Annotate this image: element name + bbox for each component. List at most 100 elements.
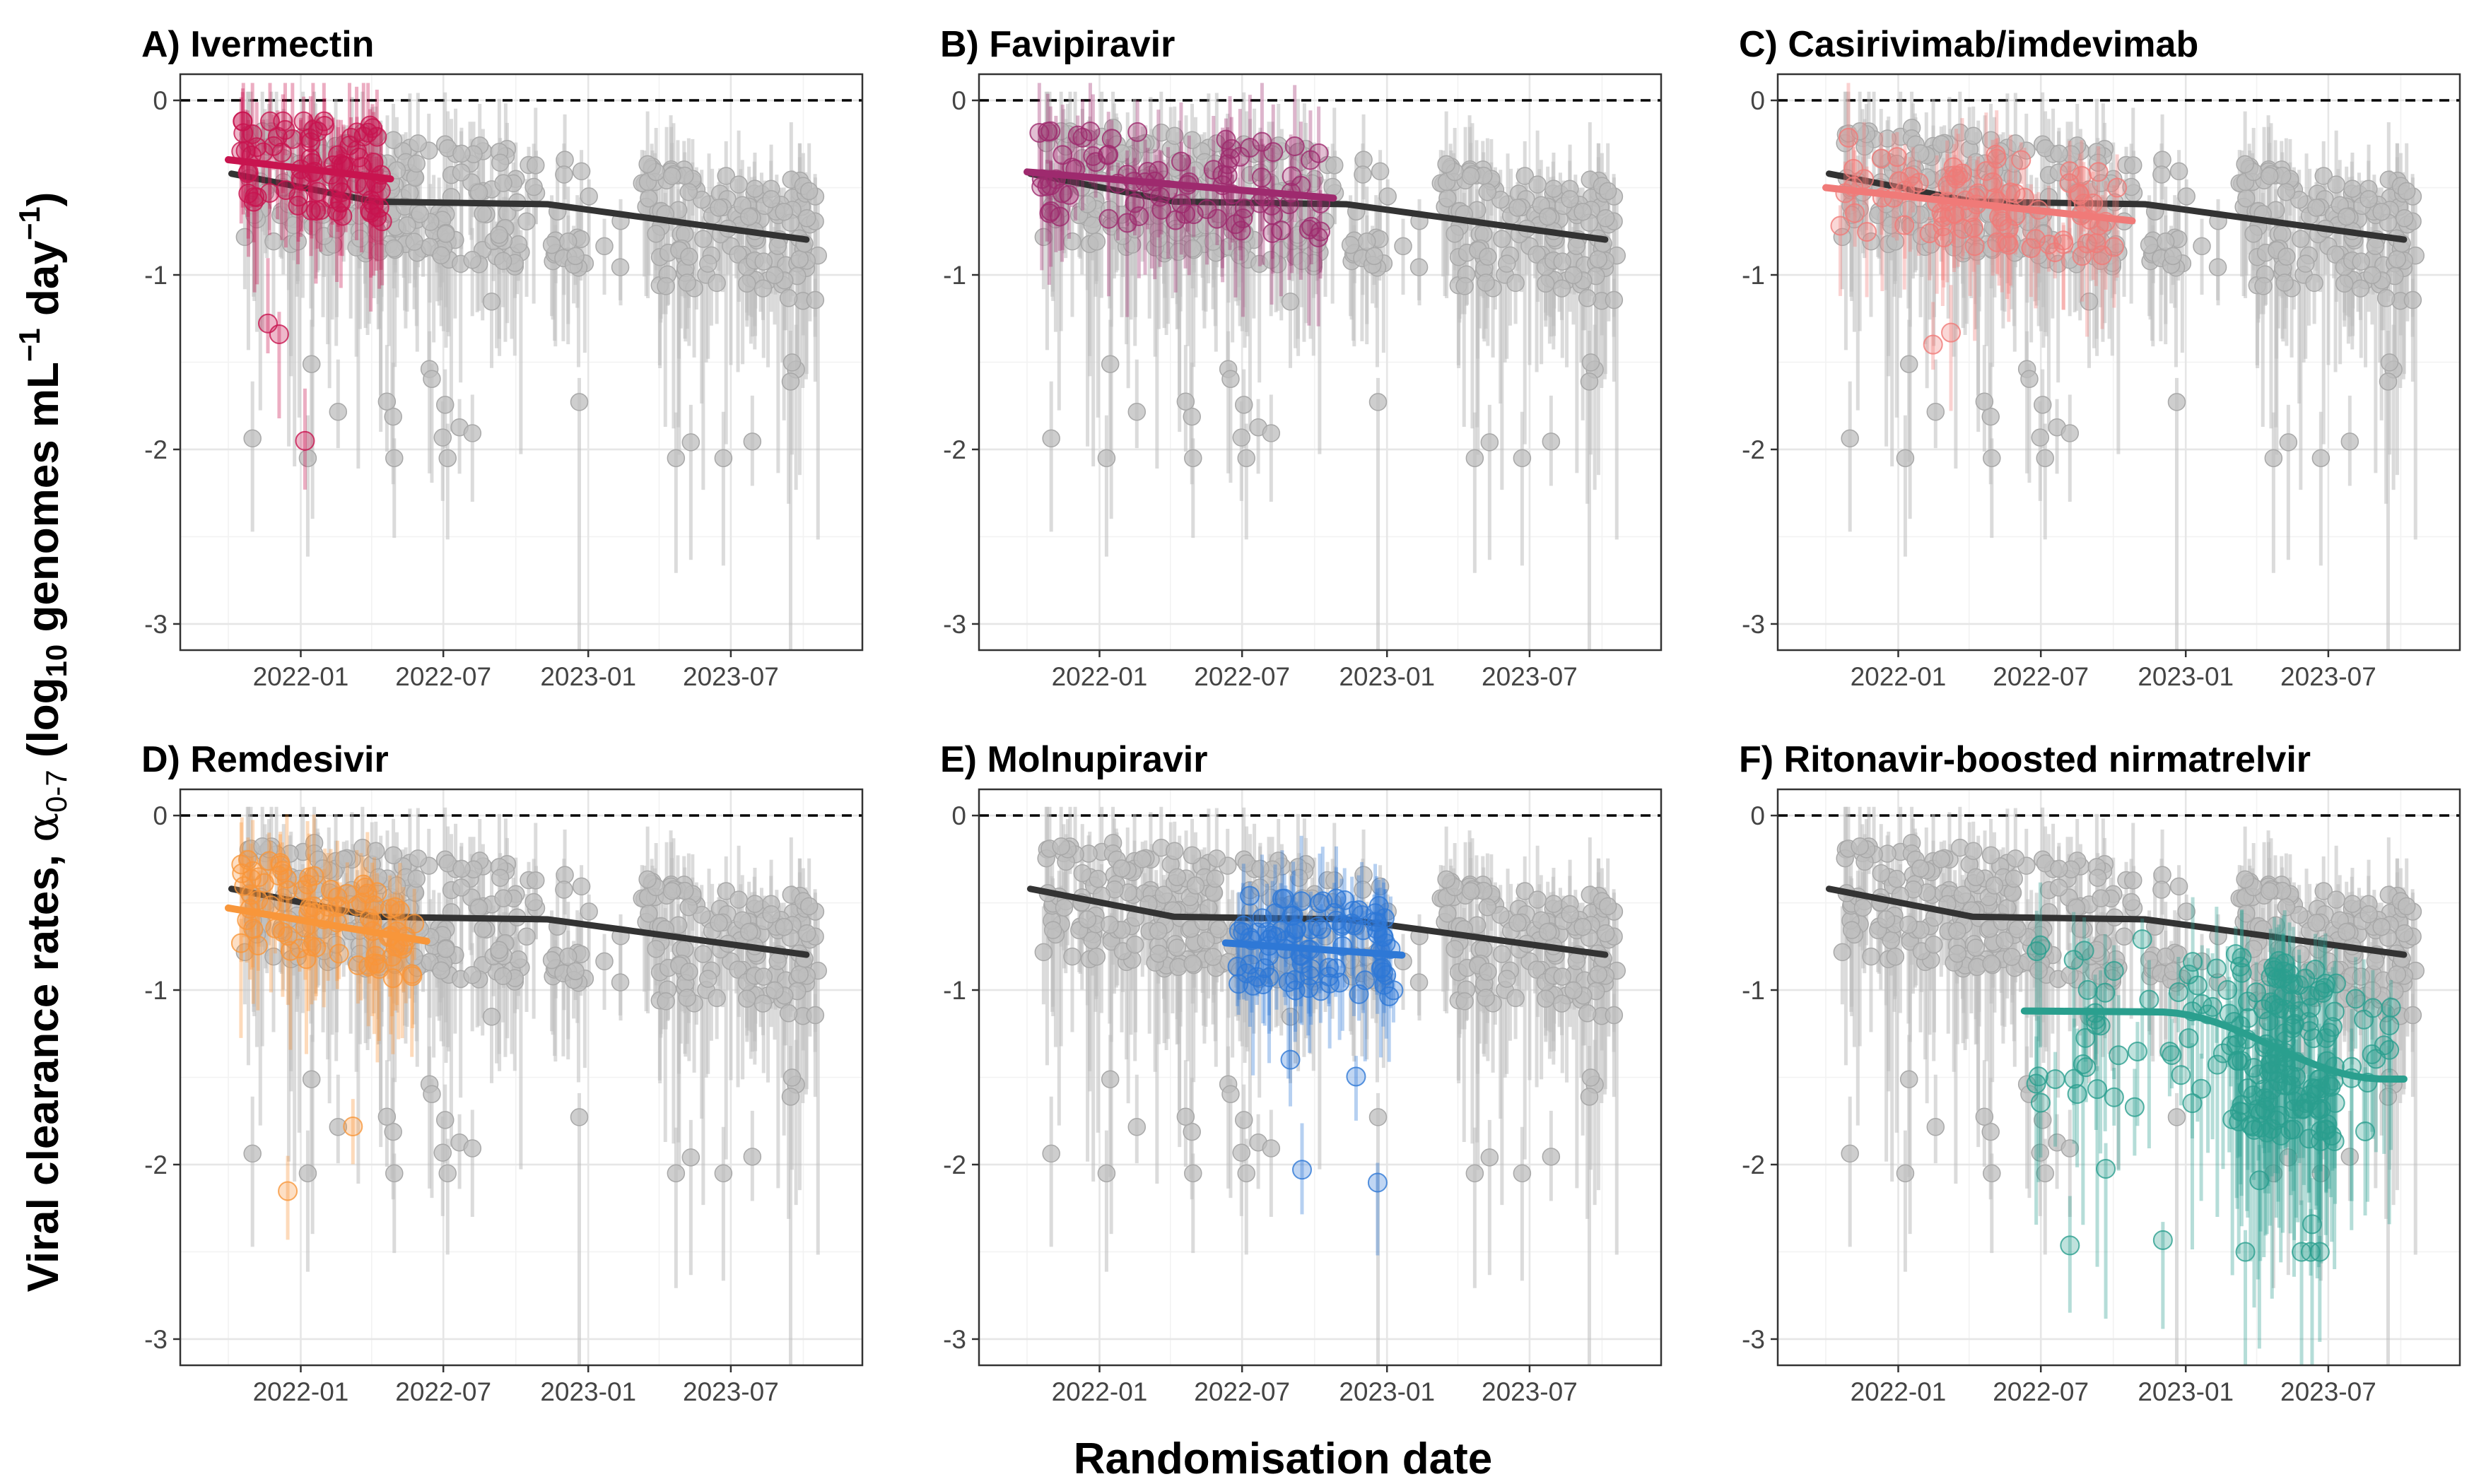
reference-point [493, 967, 512, 986]
reference-point [1437, 155, 1455, 174]
reference-point [737, 274, 756, 293]
reference-point [1323, 177, 1342, 196]
reference-point [490, 941, 508, 960]
reference-point [377, 392, 397, 411]
arm-point [1127, 122, 1148, 142]
arm-point [1298, 219, 1319, 240]
reference-point [1564, 981, 1583, 1000]
reference-point [1089, 869, 1108, 888]
arm-trend-line [1822, 184, 2136, 225]
reference-point [385, 1164, 404, 1183]
arm-point [1029, 122, 1050, 143]
arm-point [1291, 1160, 1312, 1180]
reference-point [1168, 938, 1187, 957]
reference-point [2020, 370, 2039, 389]
reference-point [1538, 207, 1557, 226]
reference-point [1479, 247, 1497, 266]
reference-point [435, 396, 455, 414]
arm-point [1059, 184, 1079, 205]
reference-point [781, 1088, 800, 1106]
reference-point [681, 433, 700, 452]
reference-point [405, 232, 423, 251]
arm-point [1838, 127, 1858, 148]
x-tick-label: 2022-01 [1851, 1377, 1947, 1406]
arm-point [343, 1117, 363, 1137]
reference-point [385, 449, 404, 468]
reference-point [494, 889, 512, 907]
reference-point [572, 877, 591, 896]
arm-point [1887, 147, 1907, 167]
reference-point [1101, 1070, 1120, 1088]
reference-point [1292, 252, 1311, 271]
reference-point [387, 876, 406, 895]
x-tick-label: 2023-01 [540, 1377, 636, 1406]
reference-point [2337, 207, 2356, 226]
reference-point [1567, 237, 1586, 255]
reference-point [1573, 917, 1592, 936]
reference-point [566, 247, 585, 266]
reference-point [1528, 245, 1546, 264]
reference-point [1516, 882, 1534, 900]
reference-point [555, 881, 573, 899]
arm-point [1259, 967, 1279, 987]
reference-point [640, 189, 658, 208]
reference-point [737, 989, 756, 1008]
reference-point [1149, 944, 1168, 963]
x-tick-label: 2023-07 [683, 1377, 779, 1406]
reference-point [1209, 920, 1228, 938]
reference-point [1516, 167, 1534, 185]
reference-point [595, 237, 614, 256]
plot-area [1023, 83, 1626, 650]
arm-point [293, 880, 313, 900]
plot-area [1026, 806, 1626, 1365]
reference-point [2060, 424, 2080, 442]
reference-point [698, 970, 717, 988]
reference-point [398, 216, 416, 235]
reference-point [775, 202, 793, 221]
x-tick-label: 2022-07 [395, 662, 491, 691]
reference-point [1598, 897, 1617, 916]
reference-point [806, 1006, 825, 1025]
reference-point [1197, 931, 1215, 950]
reference-point [1465, 1164, 1484, 1183]
reference-point [2327, 175, 2345, 194]
arm-point [238, 163, 258, 184]
reference-point [2140, 235, 2159, 254]
reference-point [779, 289, 798, 307]
reference-point [491, 153, 510, 172]
x-tick-label: 2023-07 [2280, 662, 2376, 691]
reference-point [708, 989, 726, 1008]
arm-point [1220, 148, 1241, 169]
reference-point [694, 230, 713, 248]
reference-point [1221, 370, 1240, 389]
reference-point [638, 155, 657, 174]
reference-point [517, 212, 536, 231]
reference-point [2397, 182, 2416, 201]
reference-point [432, 961, 450, 980]
reference-point [482, 1008, 501, 1026]
reference-point [1409, 973, 1429, 991]
reference-point [1478, 898, 1497, 917]
reference-point [1097, 449, 1116, 468]
reference-point [1176, 1107, 1195, 1126]
y-tick-label: -2 [1742, 1150, 1765, 1179]
reference-point [2403, 290, 2422, 310]
reference-trend-line [1825, 170, 2408, 243]
reference-point [1567, 952, 1586, 970]
reference-point [2352, 252, 2371, 271]
arm-point [1371, 958, 1392, 978]
reference-point [1542, 432, 1561, 451]
arm-point [1097, 145, 1118, 165]
reference-point [1581, 353, 1600, 372]
reference-point [1262, 1139, 1281, 1158]
reference-point [1232, 1143, 1251, 1162]
y-tick-label: -1 [1742, 976, 1765, 1005]
arm-point [355, 877, 375, 897]
reference-point [407, 869, 426, 888]
reference-point [2164, 247, 2182, 266]
reference-point [438, 449, 457, 468]
arm-point [245, 187, 265, 207]
reference-point [714, 1164, 733, 1183]
reference-point [1186, 876, 1205, 895]
reference-point [2305, 273, 2323, 293]
